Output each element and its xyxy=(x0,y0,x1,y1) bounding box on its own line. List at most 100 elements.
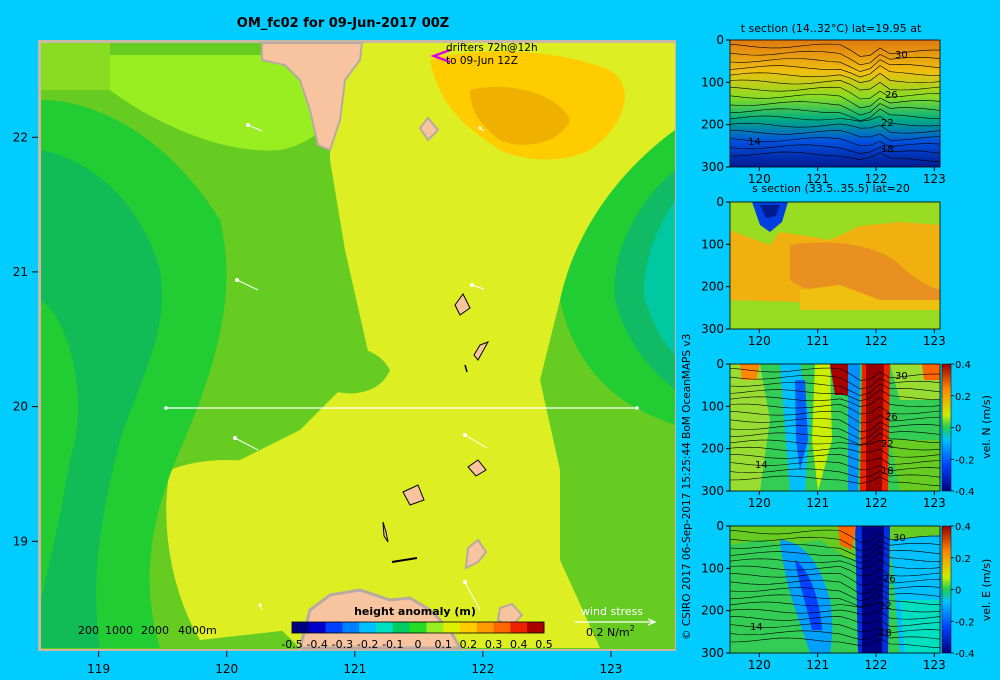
contour-line xyxy=(729,446,941,458)
contour-line xyxy=(729,144,941,154)
contour-line xyxy=(729,551,941,564)
height-colorbar-cell xyxy=(443,622,461,633)
height-colorbar-cell xyxy=(359,622,377,633)
ve-contour-14: 14 xyxy=(750,622,763,633)
section-x-tick-label: 123 xyxy=(923,496,946,510)
credit-text: © CSIRO 2017 06-Sep-2017 15:25:44 BoM Oc… xyxy=(681,334,693,640)
section-x-tick-label: 123 xyxy=(923,334,946,348)
contour-line xyxy=(729,454,941,465)
s-section-panel: s section (33.5..35.5) lat=20 xyxy=(729,182,941,330)
height-colorbar-cell xyxy=(308,622,327,633)
velocity-colorbar-tick-label: -0.4 xyxy=(955,649,975,660)
section-y-tick-label: 200 xyxy=(701,280,724,294)
section-x-tick-label: 122 xyxy=(865,334,888,348)
velocity-colorbar-tick-label: -0.4 xyxy=(955,487,975,498)
main-map: drifters 72h@12h to 09-Jun 12Z 200 1000 … xyxy=(13,40,676,676)
velocity-colorbar-tick-label: 0.4 xyxy=(955,360,971,371)
velocity-colorbar-tick-label: -0.2 xyxy=(955,455,975,466)
ve-contour-26: 26 xyxy=(883,574,896,585)
height-colorbar-cell xyxy=(426,622,444,633)
ve-contour-22: 22 xyxy=(879,601,892,612)
contour-line xyxy=(729,403,941,415)
height-colorbar-cell xyxy=(460,622,478,633)
contour-line xyxy=(729,529,940,543)
height-colorbar-tick-label: 0.5 xyxy=(535,638,553,651)
velocity-colorbar-tick-label: 0 xyxy=(955,424,961,435)
section-y-tick-label: 0 xyxy=(716,33,724,47)
contour-line xyxy=(729,623,941,634)
main-y-tick-label: 21 xyxy=(13,265,28,279)
contour-line xyxy=(729,65,941,78)
contour-line xyxy=(729,601,941,613)
island-7 xyxy=(464,538,488,570)
wind-stress-scale: 0.2 N/m2 xyxy=(586,624,635,639)
contour-line xyxy=(729,101,941,116)
contour-line xyxy=(729,608,941,620)
vn-colorbar xyxy=(941,363,952,492)
section-y-tick-label: 0 xyxy=(716,357,724,371)
contour-line xyxy=(729,630,941,640)
section-x-tick-label: 120 xyxy=(748,496,771,510)
vn-contour-14: 14 xyxy=(755,460,768,471)
t-contour-14: 14 xyxy=(748,137,761,148)
section-y-tick-label: 100 xyxy=(701,237,724,251)
height-colorbar-tick-label: 0 xyxy=(415,638,422,651)
height-anomaly-field xyxy=(41,43,675,648)
section-x-tick-label: 121 xyxy=(806,172,829,186)
section-x-tick-label: 122 xyxy=(865,172,888,186)
height-colorbar-tick-label: -0.2 xyxy=(357,638,378,651)
height-colorbar-cell xyxy=(392,622,411,633)
contour-line xyxy=(729,389,941,402)
vn-section-panel: 30 26 22 18 14 0.4 0.2 0 -0.2 -0.4 vel. N (m… xyxy=(729,360,993,498)
depth-label-200: 200 xyxy=(78,624,99,637)
section-x-tick-label: 121 xyxy=(806,334,829,348)
section-y-tick-label: 200 xyxy=(701,604,724,618)
section-x-tick-label: 120 xyxy=(748,658,771,672)
section-x-tick-label: 121 xyxy=(806,496,829,510)
section-y-tick-label: 100 xyxy=(701,75,724,89)
section-x-tick-label: 122 xyxy=(865,496,888,510)
velocity-colorbar-tick-label: 0.2 xyxy=(955,392,971,403)
section-x-tick-label: 120 xyxy=(748,334,771,348)
depth-label-2000: 2000 xyxy=(141,624,169,637)
height-colorbar-label: height anomaly (m) xyxy=(354,605,476,618)
island-2 xyxy=(454,293,471,316)
section-y-tick-label: 100 xyxy=(701,561,724,575)
contour-line xyxy=(729,544,941,558)
contour-line xyxy=(729,108,941,122)
section-y-tick-label: 300 xyxy=(701,322,724,336)
contour-line xyxy=(729,432,941,446)
velocity-colorbar-tick-label: 0 xyxy=(955,586,961,597)
height-colorbar-cell xyxy=(292,622,310,633)
contour-line xyxy=(729,565,941,577)
contour-line xyxy=(729,425,941,440)
main-title: OM_fc02 for 09-Jun-2017 00Z xyxy=(237,16,449,31)
t-contour-30: 30 xyxy=(895,50,908,61)
land-masses xyxy=(261,42,524,650)
contour-line xyxy=(729,396,941,408)
height-colorbar-tick-label: 0.3 xyxy=(485,638,503,651)
section-line xyxy=(164,406,639,410)
main-y-tick-label: 19 xyxy=(13,534,28,548)
contour-line xyxy=(729,382,941,396)
contour-line xyxy=(729,616,941,627)
contour-line xyxy=(729,572,941,586)
velocity-colorbar-tick-label: 0.2 xyxy=(955,554,971,565)
height-colorbar-tick-label: -0.3 xyxy=(332,638,353,651)
height-colorbar-cell xyxy=(325,622,343,633)
ve-colorbar-label: vel. E (m/s) xyxy=(980,559,993,622)
height-colorbar-cell xyxy=(510,622,528,633)
height-colorbar-cell xyxy=(476,622,495,633)
island-3 xyxy=(473,341,490,361)
contour-line xyxy=(729,580,941,595)
island-5 xyxy=(402,484,425,506)
ve-section-panel: 30 26 22 18 14 0.4 0.2 0 -0.2 -0.4 vel. E (m… xyxy=(729,522,993,660)
taiwan-land xyxy=(261,42,364,152)
contour-line xyxy=(729,122,941,134)
contour-line xyxy=(729,536,941,552)
height-colorbar-tick-label: 0.4 xyxy=(510,638,528,651)
main-y-tick-label: 20 xyxy=(13,400,28,414)
island-6 xyxy=(382,521,389,543)
height-colorbar-cell xyxy=(409,622,427,633)
